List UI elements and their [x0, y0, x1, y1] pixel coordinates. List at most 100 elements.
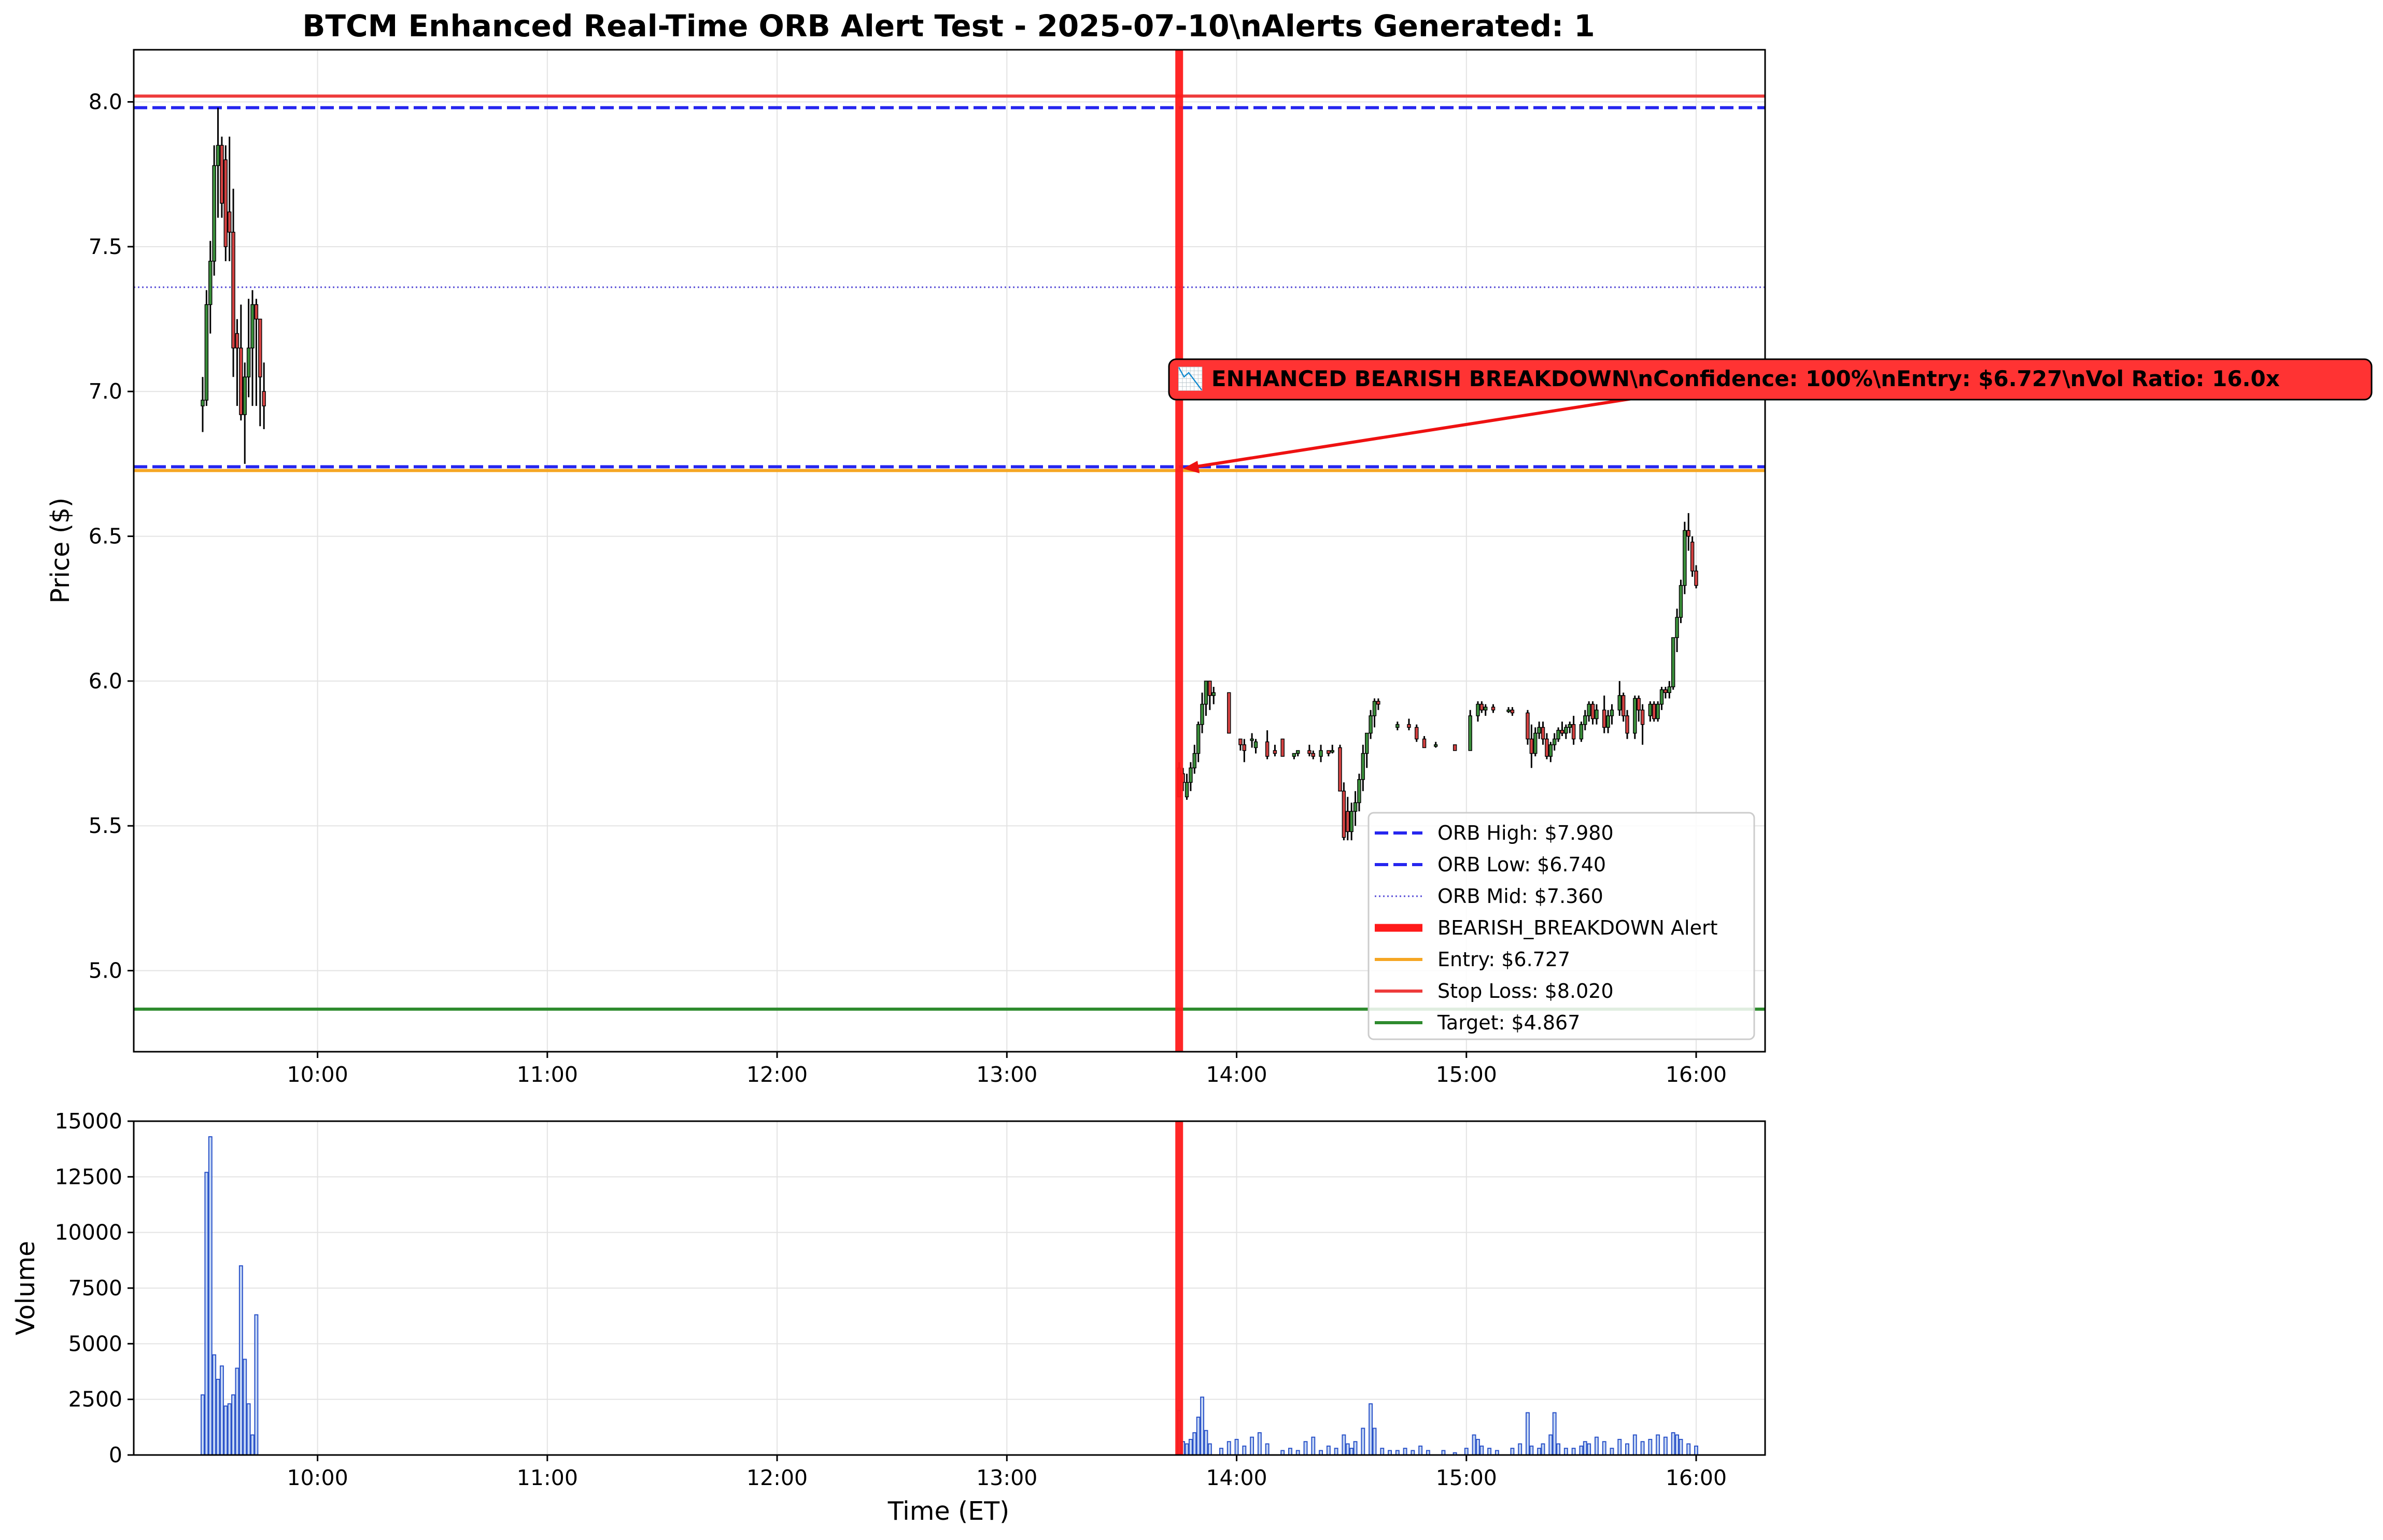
- candle-body: [1196, 724, 1201, 754]
- volume-bar: [1548, 1434, 1553, 1456]
- volume-bar: [1487, 1448, 1492, 1456]
- candle-body: [1648, 703, 1653, 716]
- volume-bar: [1648, 1438, 1653, 1456]
- volume-bar: [1587, 1443, 1591, 1456]
- candle-body: [1552, 738, 1557, 745]
- volume-x-tick-label: 10:00: [287, 1465, 348, 1490]
- volume-bar: [1303, 1441, 1308, 1456]
- candle-body: [1189, 767, 1193, 783]
- legend-label: Stop Loss: $8.020: [1437, 980, 1614, 1002]
- candle-body: [1659, 689, 1664, 705]
- candle-body: [1253, 741, 1258, 748]
- chart-title: BTCM Enhanced Real-Time ORB Alert Test -…: [302, 8, 1595, 44]
- volume-bar: [1204, 1430, 1208, 1456]
- price-y-tick-label: 7.5: [89, 234, 122, 259]
- price-x-tick-label: 16:00: [1666, 1062, 1727, 1087]
- price-x-tick-label: 11:00: [517, 1062, 578, 1087]
- volume-bar: [1640, 1441, 1645, 1456]
- volume-bar: [1571, 1448, 1576, 1456]
- annotation-text: 📉 ENHANCED BEARISH BREAKDOWN\nConfidence…: [1177, 366, 2280, 391]
- volume-bar: [1675, 1434, 1680, 1456]
- volume-y-tick-label: 2500: [68, 1387, 122, 1412]
- volume-bar: [1602, 1441, 1606, 1456]
- candle-body: [231, 232, 235, 349]
- price-x-tick-label: 14:00: [1206, 1062, 1267, 1087]
- candle-body: [1571, 724, 1576, 740]
- volume-bar: [1694, 1445, 1698, 1456]
- candle-body: [204, 304, 209, 401]
- candle-body: [1376, 701, 1380, 705]
- candle-body: [1346, 811, 1350, 832]
- volume-bar: [1265, 1443, 1270, 1456]
- volume-bar: [254, 1314, 259, 1456]
- candle-body: [1361, 753, 1365, 780]
- candle-body: [1602, 710, 1606, 728]
- candle-body: [1192, 753, 1196, 769]
- price-y-tick-label: 5.5: [89, 813, 122, 838]
- volume-bar: [243, 1359, 247, 1456]
- volume-bar: [1464, 1448, 1469, 1456]
- candle-body: [1621, 695, 1626, 716]
- volume-x-ticks: 10:00 11:00 12:00 13:00 14:00 15:00 16:00: [287, 1455, 1727, 1490]
- volume-y-tick-label: 5000: [68, 1331, 122, 1356]
- candle-body: [1349, 811, 1353, 832]
- legend-label: ORB Mid: $7.360: [1437, 885, 1603, 908]
- candle-body: [1227, 692, 1231, 734]
- legend: ORB High: $7.980 ORB Low: $6.740 ORB Mid: …: [1367, 812, 1755, 1040]
- price-y-tick-label: 5.0: [89, 958, 122, 983]
- candle-body: [1545, 738, 1549, 757]
- candle-body: [1541, 727, 1545, 740]
- candle-body: [216, 145, 220, 166]
- volume-bar: [1207, 1443, 1212, 1456]
- candle-body: [1606, 715, 1610, 728]
- candle-body: [1510, 710, 1515, 714]
- candle-body: [1526, 712, 1530, 740]
- volume-bar: [1226, 1441, 1231, 1456]
- candle-body: [1468, 715, 1472, 751]
- candle-body: [1579, 724, 1584, 740]
- candle-body: [1686, 530, 1690, 537]
- legend-box: [1367, 812, 1755, 1040]
- candle-body: [1185, 782, 1189, 798]
- volume-bar: [235, 1367, 239, 1456]
- candle-body: [1365, 732, 1369, 754]
- volume-bar: [238, 1265, 243, 1456]
- candle-body: [1250, 738, 1254, 741]
- volume-bar: [1200, 1396, 1205, 1456]
- candle-body: [1369, 715, 1373, 734]
- candle-body: [250, 304, 255, 349]
- volume-bar: [1288, 1448, 1292, 1456]
- volume-bar: [1529, 1445, 1534, 1456]
- candle-body: [1242, 744, 1247, 751]
- candle-body: [1679, 585, 1683, 618]
- volume-bar: [1479, 1445, 1484, 1456]
- candle-body: [1694, 570, 1698, 586]
- candle-body: [1372, 701, 1377, 716]
- volume-y-tick-label: 10000: [55, 1220, 122, 1245]
- volume-bar: [1526, 1412, 1530, 1456]
- candle-body: [1415, 727, 1419, 740]
- candle-body: [1319, 750, 1323, 757]
- volume-bar: [231, 1394, 236, 1456]
- candle-body: [1342, 790, 1346, 838]
- candle-body: [223, 159, 228, 247]
- candle-body: [1610, 710, 1614, 716]
- candle-body: [254, 304, 259, 320]
- candle-body: [1211, 692, 1216, 696]
- candle-body: [235, 333, 239, 349]
- volume-bar: [1196, 1417, 1201, 1456]
- candle-body: [1556, 730, 1560, 740]
- volume-bar: [1219, 1448, 1223, 1456]
- legend-label: Entry: $6.727: [1437, 948, 1570, 971]
- candle-body: [1395, 724, 1400, 728]
- candle-body: [1637, 698, 1641, 711]
- candle-body: [1307, 750, 1312, 754]
- volume-bar: [1679, 1438, 1683, 1456]
- volume-bar: [1334, 1448, 1338, 1456]
- candle-body: [1476, 703, 1480, 716]
- candle-body: [1675, 617, 1679, 638]
- volume-bar: [223, 1405, 228, 1456]
- candle-body: [1506, 710, 1511, 712]
- volume-bar: [1188, 1438, 1193, 1456]
- volume-x-axis-label: Time (ET): [887, 1496, 1010, 1526]
